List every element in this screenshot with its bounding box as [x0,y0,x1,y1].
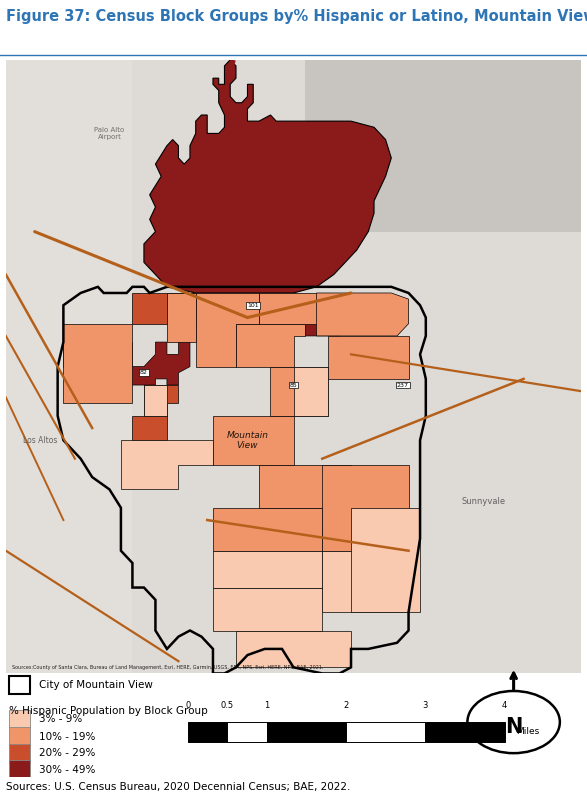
Text: City of Mountain View: City of Mountain View [39,680,153,690]
Polygon shape [305,60,581,232]
Text: 101: 101 [247,303,259,308]
Bar [426,722,505,742]
Text: 0: 0 [185,701,190,709]
Text: 10% - 19%: 10% - 19% [39,732,96,742]
Text: 4: 4 [502,701,507,709]
Text: Miles: Miles [517,728,539,736]
Text: 0.5: 0.5 [221,701,234,709]
Polygon shape [236,630,351,667]
Text: 85: 85 [289,383,298,387]
Text: 2: 2 [343,701,349,709]
Polygon shape [316,293,409,336]
Text: 3: 3 [423,701,428,709]
Bar [267,722,346,742]
Bar [9,709,31,728]
Polygon shape [213,551,322,587]
Polygon shape [213,508,322,551]
Polygon shape [63,324,133,403]
Text: 82: 82 [140,371,148,375]
Polygon shape [259,465,351,508]
Bar [346,722,426,742]
Polygon shape [63,330,98,367]
Polygon shape [195,293,259,367]
Polygon shape [133,416,167,440]
Polygon shape [271,367,328,416]
Text: N: N [505,717,522,737]
Polygon shape [351,508,420,612]
Polygon shape [259,293,316,324]
Polygon shape [322,465,409,551]
Bar [227,722,267,742]
Polygon shape [127,342,190,385]
Polygon shape [213,416,294,465]
Polygon shape [213,587,322,630]
Polygon shape [236,324,305,367]
Text: Mountain
View: Mountain View [227,430,268,450]
Polygon shape [167,293,195,342]
Polygon shape [6,60,133,673]
Polygon shape [144,385,178,416]
Text: % Hispanic Population by Block Group: % Hispanic Population by Block Group [9,706,208,716]
Text: Figure 37: Census Block Groups by% Hispanic or Latino, Mountain View: Figure 37: Census Block Groups by% Hispa… [6,9,587,24]
Text: Los Altos: Los Altos [23,436,58,445]
Polygon shape [98,342,133,379]
Polygon shape [328,336,409,379]
Bar [9,676,31,694]
Bar [9,744,31,763]
Polygon shape [294,367,328,416]
Polygon shape [305,317,339,336]
Bar [9,728,31,746]
Polygon shape [121,440,213,489]
Text: 1: 1 [264,701,269,709]
Text: 3% - 9%: 3% - 9% [39,714,83,724]
Text: 30% - 49%: 30% - 49% [39,765,96,775]
Polygon shape [322,551,409,612]
Polygon shape [144,385,167,416]
Bar [9,760,31,779]
Text: Sunnyvale: Sunnyvale [461,497,505,506]
Polygon shape [133,293,195,324]
Text: 237: 237 [397,383,409,387]
Polygon shape [144,60,392,293]
Text: Sources: U.S. Census Bureau, 2020 Decennial Census; BAE, 2022.: Sources: U.S. Census Bureau, 2020 Decenn… [6,782,350,792]
Text: 20% - 29%: 20% - 29% [39,748,96,758]
Text: Sources:County of Santa Clara, Bureau of Land Management, Esri, HERE, Garmin, US: Sources:County of Santa Clara, Bureau of… [12,665,323,670]
Text: Palo Alto
Airport: Palo Alto Airport [95,127,124,140]
Bar [188,722,227,742]
